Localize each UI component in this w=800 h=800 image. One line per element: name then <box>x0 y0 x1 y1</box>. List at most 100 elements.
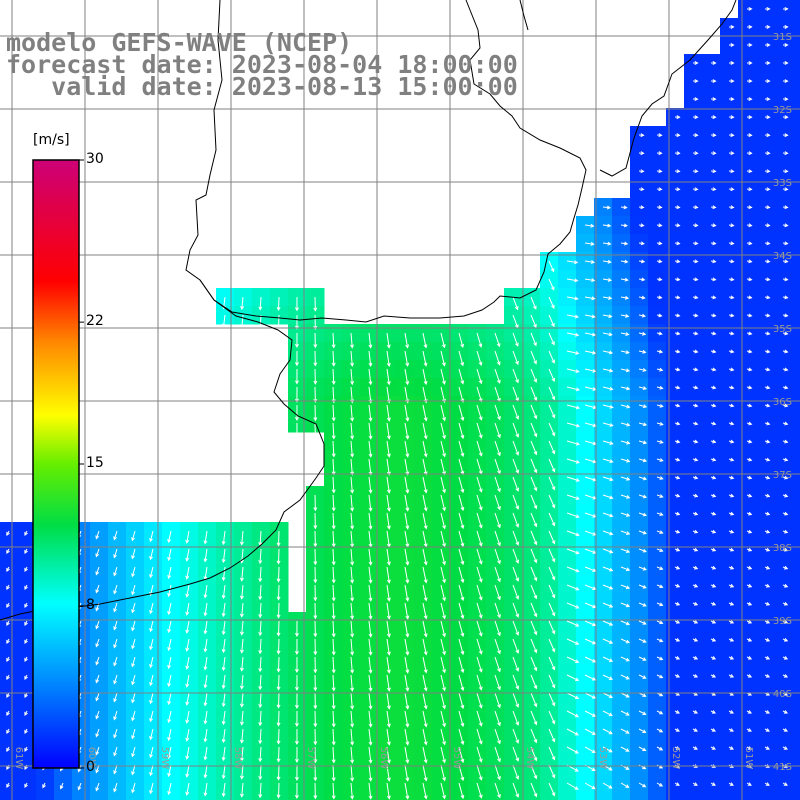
wind-vector-head <box>748 6 753 11</box>
wind-vector-field <box>6 6 789 800</box>
coastline-brazil-south <box>519 0 737 177</box>
wind-vector-head <box>676 277 681 282</box>
wind-vector-head <box>350 741 355 746</box>
wind-vector <box>602 314 612 318</box>
wind-vector-head <box>515 342 519 347</box>
wind-vector <box>494 710 501 726</box>
wind-vector-head <box>624 295 630 300</box>
wind-vector-head <box>551 702 556 707</box>
wind-vector-head <box>149 538 153 543</box>
wind-vector <box>368 512 372 529</box>
wind-vector-head <box>712 115 717 120</box>
wind-vector <box>222 566 226 581</box>
wind-speed-cell <box>666 792 685 800</box>
wind-vector <box>638 674 646 679</box>
wind-vector <box>512 314 519 328</box>
wind-vector <box>95 566 100 575</box>
wind-vector-head <box>642 349 647 354</box>
wind-vector <box>204 728 208 742</box>
wind-vector-head <box>95 553 100 558</box>
wind-vector-head <box>766 475 771 480</box>
wind-vector-head <box>676 529 681 534</box>
wind-vector-head <box>659 458 664 462</box>
wind-vector-head <box>592 622 597 627</box>
wind-vector <box>368 692 372 709</box>
wind-vector-head <box>694 259 699 264</box>
wind-vector-head <box>276 668 281 673</box>
wind-vector-head <box>368 795 373 800</box>
wind-vector-head <box>331 435 336 440</box>
wind-vector <box>404 350 409 366</box>
wind-vector-head <box>551 304 555 309</box>
wind-vector <box>458 368 464 384</box>
wind-vector-head <box>748 115 753 120</box>
wind-vector-head <box>575 677 580 682</box>
wind-vector <box>386 764 390 781</box>
wind-vector-head <box>258 632 263 637</box>
wind-vector-head <box>368 723 373 728</box>
wind-vector <box>566 530 579 536</box>
wind-vector-head <box>239 703 244 708</box>
wind-vector-head <box>276 632 281 637</box>
wind-vector <box>350 584 353 601</box>
wind-vector-head <box>515 451 520 456</box>
wind-vector <box>458 458 464 475</box>
wind-vector <box>602 530 613 535</box>
wind-vector-head <box>6 693 10 698</box>
wind-vector-head <box>766 277 771 282</box>
wind-vector <box>168 656 172 669</box>
wind-vector-head <box>625 332 630 336</box>
lon-tick-label: 58W <box>232 747 243 770</box>
wind-vector <box>566 404 580 409</box>
wind-vector-head <box>748 565 753 570</box>
wind-vector-head <box>729 619 735 624</box>
wind-vector <box>386 656 390 673</box>
wind-vector-head <box>368 417 373 422</box>
wind-vector <box>422 350 427 366</box>
wind-vector <box>386 530 390 547</box>
wind-vector-head <box>784 367 789 372</box>
wind-vector-head <box>515 667 520 672</box>
wind-vector-head <box>748 457 753 462</box>
wind-vector-head <box>730 331 735 336</box>
wind-vector <box>584 440 597 445</box>
wind-vector <box>368 728 372 745</box>
wind-vector <box>566 314 579 318</box>
wind-vector <box>404 638 409 655</box>
wind-vector-head <box>551 612 556 617</box>
wind-vector-head <box>460 524 465 530</box>
wind-vector-head <box>730 565 735 570</box>
wind-vector-head <box>533 631 538 636</box>
wind-vector-head <box>386 777 391 782</box>
wind-vector-head <box>625 549 631 554</box>
wind-vector-head <box>350 344 354 349</box>
wind-vector-head <box>368 687 373 692</box>
wind-vector <box>386 584 390 601</box>
wind-vector-head <box>405 633 410 638</box>
wind-vector-head <box>294 632 299 638</box>
wind-vector-head <box>350 435 355 440</box>
wind-vector-head <box>460 794 465 800</box>
wind-vector-head <box>131 699 135 704</box>
wind-vector-head <box>368 344 373 349</box>
wind-vector-head <box>609 368 614 373</box>
wind-vector <box>113 584 118 594</box>
wind-vector-head <box>608 785 613 789</box>
wind-vector <box>494 566 501 582</box>
wind-vector <box>350 764 353 781</box>
wind-vector-head <box>575 623 580 627</box>
wind-vector-head <box>574 713 580 718</box>
wind-vector-head <box>712 367 717 372</box>
wind-vector-head <box>591 314 596 319</box>
wind-vector-head <box>239 739 244 744</box>
wind-vector-head <box>386 597 391 602</box>
wind-vector-head <box>203 540 208 545</box>
wind-vector <box>566 260 578 264</box>
wind-vector <box>494 602 501 618</box>
wind-vector <box>512 422 519 438</box>
wind-vector-head <box>185 683 190 688</box>
wind-vector-head <box>784 187 789 192</box>
wind-vector <box>458 350 464 366</box>
wind-vector-head <box>658 313 663 318</box>
wind-vector-head <box>730 169 735 174</box>
